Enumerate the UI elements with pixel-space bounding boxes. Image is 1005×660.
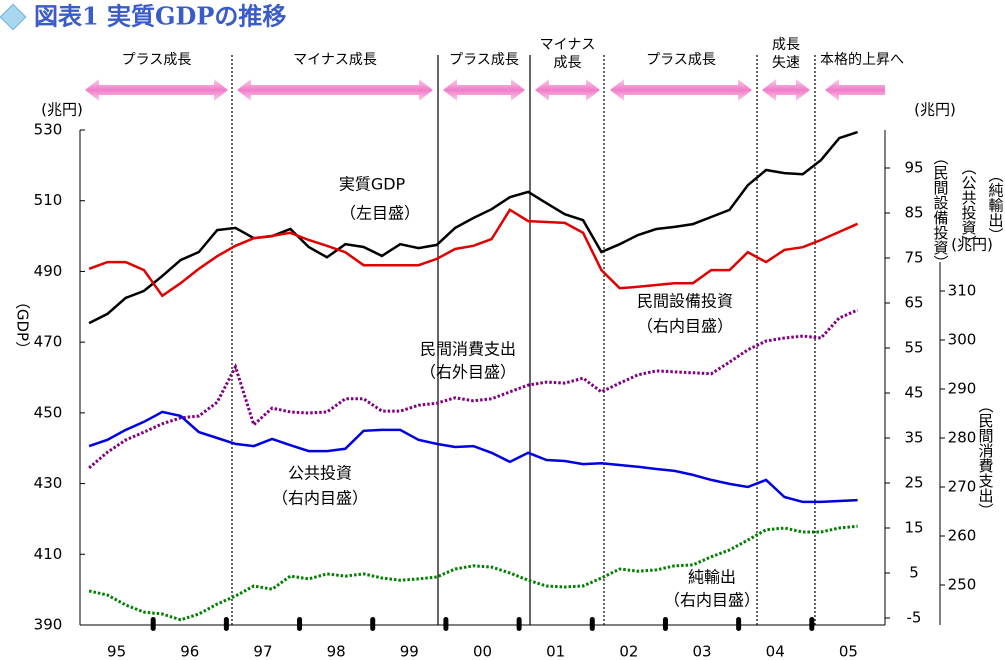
y3-tick-label: 310 xyxy=(948,282,977,300)
phase-label: マイナス成長 xyxy=(293,52,377,68)
phase-arrow xyxy=(762,79,810,101)
y-tick-label: 450 xyxy=(34,403,63,421)
y2-tick-label: -5 xyxy=(907,609,922,627)
y-tick-label: 510 xyxy=(34,191,63,209)
y3-tick-label: 260 xyxy=(948,527,977,545)
phase-arrow xyxy=(610,79,752,101)
series-note: （右内目盛） xyxy=(664,591,760,610)
phase-arrow xyxy=(825,79,885,101)
chart-title: 図表1 実質GDPの推移 xyxy=(34,2,286,31)
series-note: （右内目盛） xyxy=(272,489,368,508)
phase-label: 失速 xyxy=(772,55,800,71)
year-marker xyxy=(297,617,303,631)
y2-tick-label: 45 xyxy=(904,384,923,402)
y3-label: （民間消費支出） xyxy=(977,398,995,518)
y2-label: （公共投資） xyxy=(960,160,978,250)
x-tick-label: 01 xyxy=(546,643,565,660)
series-line xyxy=(88,410,858,504)
series-line xyxy=(88,524,858,622)
phase-label: プラス成長 xyxy=(122,52,192,68)
x-tick-label: 95 xyxy=(107,643,126,660)
series-note: （右外目盛） xyxy=(420,363,516,382)
x-tick-label: 98 xyxy=(327,643,346,660)
phase-arrow xyxy=(237,79,433,101)
y2-tick-label: 95 xyxy=(904,159,923,177)
series-line xyxy=(88,208,859,298)
y-tick-label: 470 xyxy=(34,333,63,351)
year-marker xyxy=(223,617,229,631)
y-tick-label: 490 xyxy=(34,262,63,280)
y3-tick-label: 280 xyxy=(948,429,977,447)
y-tick-label: 430 xyxy=(34,474,63,492)
y3-tick-label: 250 xyxy=(948,576,977,594)
phase-arrow xyxy=(535,79,600,101)
series-name: 民間消費支出 xyxy=(420,340,516,359)
y2-unit: (兆円) xyxy=(914,101,956,119)
y2-label: （民間設備投資） xyxy=(932,150,950,270)
x-tick-label: 05 xyxy=(839,643,858,660)
y2-tick-label: 55 xyxy=(904,339,923,357)
phase-label: 本格的上昇へ xyxy=(820,52,904,68)
y-unit: (兆円) xyxy=(41,101,83,119)
y3-tick-label: 290 xyxy=(948,380,977,398)
x-tick-label: 02 xyxy=(619,643,638,660)
phase-arrow xyxy=(443,79,525,101)
y2-tick-label: 35 xyxy=(904,429,923,447)
y3-unit: (兆円) xyxy=(951,236,993,254)
y-tick-label: 410 xyxy=(34,545,63,563)
y3-tick-label: 270 xyxy=(948,478,977,496)
year-marker xyxy=(736,617,742,631)
phase-label: マイナス xyxy=(540,37,596,53)
year-marker xyxy=(662,617,668,631)
year-marker xyxy=(516,617,522,631)
year-marker xyxy=(589,617,595,631)
phase-label: 成長 xyxy=(554,55,582,71)
y2-label: （純輸出） xyxy=(987,168,1005,243)
series-name: 公共投資 xyxy=(288,464,352,483)
series-note: （左目盛） xyxy=(340,204,420,223)
y-tick-label: 530 xyxy=(34,121,63,139)
year-marker xyxy=(443,617,449,631)
year-marker xyxy=(370,617,376,631)
series-line xyxy=(88,130,858,325)
y2-tick-label: 15 xyxy=(904,519,923,537)
year-marker xyxy=(150,617,156,631)
x-tick-label: 04 xyxy=(766,643,785,660)
y-label: （GDP） xyxy=(14,294,32,356)
y3-tick-label: 300 xyxy=(948,331,977,349)
y2-tick-label: 5 xyxy=(909,564,919,582)
phase-label: プラス成長 xyxy=(449,52,519,68)
year-marker xyxy=(809,617,815,631)
phase-label: 成長 xyxy=(772,37,800,53)
x-tick-label: 03 xyxy=(692,643,711,660)
x-tick-label: 96 xyxy=(180,643,199,660)
x-tick-label: 99 xyxy=(400,643,419,660)
y-tick-label: 390 xyxy=(34,616,63,634)
y2-tick-label: 85 xyxy=(904,204,923,222)
series-line xyxy=(88,308,859,470)
y2-tick-label: 25 xyxy=(904,474,923,492)
phase-label: プラス成長 xyxy=(646,52,716,68)
title-icon xyxy=(0,3,27,31)
series-name: 民間設備投資 xyxy=(637,292,733,311)
x-tick-label: 00 xyxy=(473,643,492,660)
y2-tick-label: 65 xyxy=(904,294,923,312)
series-name: 実質GDP xyxy=(339,175,406,194)
y2-tick-label: 75 xyxy=(904,249,923,267)
phase-arrow xyxy=(85,79,228,101)
series-name: 純輸出 xyxy=(688,568,736,587)
x-tick-label: 97 xyxy=(253,643,272,660)
series-note: （右内目盛） xyxy=(637,317,733,336)
